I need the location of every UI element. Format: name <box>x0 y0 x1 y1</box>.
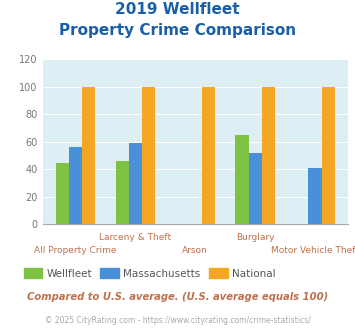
Bar <box>56 162 69 224</box>
Text: Burglary: Burglary <box>236 233 274 242</box>
Bar <box>322 87 335 224</box>
Bar <box>248 153 262 224</box>
Legend: Wellfleet, Massachusetts, National: Wellfleet, Massachusetts, National <box>20 264 280 283</box>
Bar <box>235 135 248 224</box>
Text: 2019 Wellfleet: 2019 Wellfleet <box>115 2 240 16</box>
Bar <box>308 168 322 224</box>
Bar <box>262 87 275 224</box>
Bar <box>202 87 215 224</box>
Bar <box>129 143 142 224</box>
Text: Larceny & Theft: Larceny & Theft <box>99 233 171 242</box>
Text: © 2025 CityRating.com - https://www.cityrating.com/crime-statistics/: © 2025 CityRating.com - https://www.city… <box>45 316 310 325</box>
Bar <box>116 161 129 224</box>
Text: All Property Crime: All Property Crime <box>34 246 117 255</box>
Text: Arson: Arson <box>182 246 208 255</box>
Text: Compared to U.S. average. (U.S. average equals 100): Compared to U.S. average. (U.S. average … <box>27 292 328 302</box>
Bar <box>82 87 95 224</box>
Bar <box>69 148 82 224</box>
Text: Motor Vehicle Theft: Motor Vehicle Theft <box>271 246 355 255</box>
Bar <box>142 87 155 224</box>
Text: Property Crime Comparison: Property Crime Comparison <box>59 23 296 38</box>
